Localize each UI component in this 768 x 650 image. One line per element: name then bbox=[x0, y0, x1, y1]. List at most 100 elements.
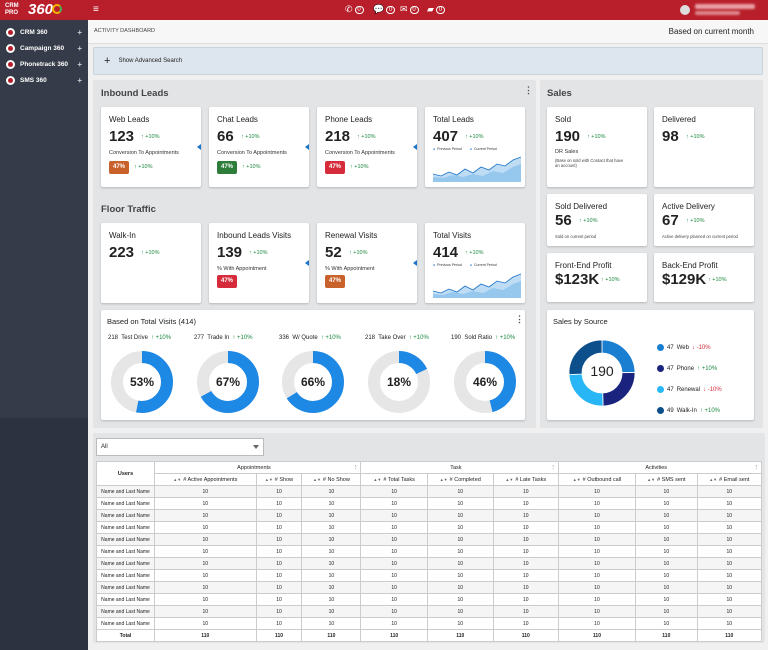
expand-plus-icon[interactable]: + bbox=[77, 43, 82, 53]
table-row[interactable]: Name and Last Name 10 10 10 10 10 10 10 10 10 bbox=[96, 533, 763, 546]
inbound-visits-card[interactable]: Inbound Leads Visits 139 ↑ +10% % With A… bbox=[209, 223, 309, 303]
renewal-visits-card[interactable]: Renewal Visits 52 ↑ +10% % With Appointm… bbox=[317, 223, 417, 303]
card-arrow-icon bbox=[305, 260, 309, 266]
filter-value: All bbox=[101, 444, 108, 450]
sales-by-source-title: Sales by Source bbox=[553, 317, 608, 326]
donut-fill bbox=[111, 351, 173, 413]
sidebar-item-crm360[interactable]: CRM 360 + bbox=[0, 24, 88, 40]
sidebar-item-campaign360[interactable]: Campaign 360 + bbox=[0, 40, 88, 56]
front-end-profit-card[interactable]: Front-End Profit $123K ↑ +10% bbox=[547, 253, 647, 302]
dr-sales-label: DR Sales bbox=[555, 149, 579, 155]
folder-notification[interactable]: ▰ 0 bbox=[427, 4, 445, 15]
column-header[interactable]: ▲▼ # Show bbox=[255, 473, 303, 486]
group-header-appointments: Appointments ⋮ bbox=[153, 461, 362, 474]
card-value: 67 bbox=[662, 212, 679, 229]
card-label: Back-End Profit bbox=[662, 261, 718, 270]
metric-cell: 10 bbox=[696, 581, 763, 594]
group-more-icon[interactable]: ⋮ bbox=[753, 464, 760, 471]
metric-cell: 10 bbox=[255, 557, 303, 570]
table-row[interactable]: Name and Last Name 10 10 10 10 10 10 10 10 10 bbox=[96, 617, 763, 630]
column-header[interactable]: ▲▼ # Email sent bbox=[696, 473, 763, 486]
column-header[interactable]: ▲▼ # Outbound call bbox=[557, 473, 637, 486]
column-header[interactable]: ▲▼ # Completed bbox=[426, 473, 494, 486]
visit-metric-label: 218 Take Over ↑ +10% bbox=[365, 335, 429, 341]
card-label: Phone Leads bbox=[325, 115, 373, 124]
table-row[interactable]: Name and Last Name 10 10 10 10 10 10 10 10 10 bbox=[96, 497, 763, 510]
metric-cell: 10 bbox=[154, 521, 257, 534]
metric-cell: 10 bbox=[154, 557, 257, 570]
mail-notification[interactable]: ✉ 0 bbox=[400, 4, 419, 15]
sidebar-item-sms360[interactable]: SMS 360 + bbox=[0, 72, 88, 88]
card-value: 407 bbox=[433, 128, 459, 145]
walk-in-card[interactable]: Walk-In 223 ↑ +10% bbox=[101, 223, 201, 303]
visit-donut bbox=[368, 351, 430, 413]
period-label: Based on current month bbox=[668, 27, 754, 36]
sort-icon: ▲▼ bbox=[647, 476, 656, 482]
expand-plus-icon[interactable]: + bbox=[77, 75, 82, 85]
metric-cell: 10 bbox=[696, 617, 763, 630]
group-more-icon[interactable]: ⋮ bbox=[352, 464, 359, 471]
web-leads-card[interactable]: Web Leads 123 ↑ +10% Conversion To Appoi… bbox=[101, 107, 201, 187]
metric-cell: 10 bbox=[426, 557, 494, 570]
visits-trend-chart bbox=[433, 273, 521, 298]
sidebar-item-phonetrack360[interactable]: Phonetrack 360 + bbox=[0, 56, 88, 72]
metric-cell: 10 bbox=[492, 509, 559, 522]
sold-card[interactable]: Sold 190 ↑ +10% DR Sales (Base on sold w… bbox=[547, 107, 647, 187]
brand-logo[interactable]: CRM PRO 360 bbox=[5, 1, 62, 19]
group-more-icon[interactable]: ⋮ bbox=[550, 464, 556, 471]
sold-delivered-card[interactable]: Sold Delivered 56 ↑ +10% Sold on current… bbox=[547, 194, 647, 246]
user-filter-select[interactable]: All bbox=[96, 438, 264, 456]
metric-cell: 10 bbox=[635, 545, 698, 558]
user-avatar[interactable] bbox=[680, 5, 690, 15]
total-cell: 110 bbox=[255, 629, 303, 642]
table-row[interactable]: Name and Last Name 10 10 10 10 10 10 10 10 10 bbox=[96, 509, 763, 522]
inbound-more-icon[interactable]: ⋮ bbox=[524, 85, 533, 95]
card-label: Renewal Visits bbox=[325, 231, 378, 240]
table-row[interactable]: Name and Last Name 10 10 10 10 10 10 10 10 10 bbox=[96, 521, 763, 534]
expand-plus-icon[interactable]: + bbox=[77, 27, 82, 37]
expand-plus-icon[interactable]: + bbox=[77, 59, 82, 69]
visits-more-icon[interactable]: ⋮ bbox=[515, 314, 524, 324]
metric-cell: 10 bbox=[492, 485, 559, 498]
card-value: 56 bbox=[555, 212, 572, 229]
total-leads-card[interactable]: Total Leads 407 ↑ +10% Previous Period Cu… bbox=[425, 107, 525, 187]
donut-fill bbox=[282, 351, 344, 413]
advanced-search-toggle[interactable]: + Show Advanced Search bbox=[93, 47, 763, 75]
table-row[interactable]: Name and Last Name 10 10 10 10 10 10 10 10 10 bbox=[96, 593, 763, 606]
metric-cell: 10 bbox=[557, 533, 637, 546]
card-label: Total Leads bbox=[433, 115, 474, 124]
column-header[interactable]: ▲▼ # SMS sent bbox=[635, 473, 698, 486]
delivered-card[interactable]: Delivered 98 ↑ +10% bbox=[654, 107, 754, 187]
metric-cell: 10 bbox=[255, 569, 303, 582]
column-header[interactable]: ▲▼ # Total Tasks bbox=[360, 473, 428, 486]
user-name-cell: Name and Last Name bbox=[96, 521, 155, 534]
donut-fill bbox=[454, 351, 516, 413]
column-header[interactable]: ▲▼ # Late Tasks bbox=[492, 473, 559, 486]
table-row[interactable]: Name and Last Name 10 10 10 10 10 10 10 10 10 bbox=[96, 569, 763, 582]
back-end-profit-card[interactable]: Back-End Profit $129K ↑ +10% bbox=[654, 253, 754, 302]
metric-cell: 10 bbox=[635, 617, 698, 630]
card-note: Active delivery planned on current perio… bbox=[662, 234, 738, 239]
table-row[interactable]: Name and Last Name 10 10 10 10 10 10 10 10 10 bbox=[96, 545, 763, 558]
metric-cell: 10 bbox=[301, 485, 362, 498]
table-row[interactable]: Name and Last Name 10 10 10 10 10 10 10 10 10 bbox=[96, 605, 763, 618]
column-header[interactable]: ▲▼ # No Show bbox=[301, 473, 362, 486]
user-name-blurred[interactable] bbox=[695, 4, 755, 9]
metric-cell: 10 bbox=[635, 557, 698, 570]
menu-toggle-icon[interactable]: ≡ bbox=[93, 4, 99, 15]
user-name-cell: Name and Last Name bbox=[96, 545, 155, 558]
legend-current: Current Period bbox=[470, 263, 497, 267]
column-header[interactable]: ▲▼ # Active Appointments bbox=[154, 473, 257, 486]
phone-leads-card[interactable]: Phone Leads 218 ↑ +10% Conversion To App… bbox=[317, 107, 417, 187]
total-cell: 110 bbox=[635, 629, 698, 642]
total-visits-card[interactable]: Total Visits 414 ↑ +10% Previous Period C… bbox=[425, 223, 525, 303]
table-row[interactable]: Name and Last Name 10 10 10 10 10 10 10 10 10 bbox=[96, 485, 763, 498]
phone-notification[interactable]: ✆ 0 bbox=[345, 4, 364, 15]
user-role-blurred bbox=[695, 11, 740, 15]
table-row[interactable]: Name and Last Name 10 10 10 10 10 10 10 10 10 bbox=[96, 581, 763, 594]
card-value: 66 bbox=[217, 128, 234, 145]
table-row[interactable]: Name and Last Name 10 10 10 10 10 10 10 10 10 bbox=[96, 557, 763, 570]
chat-notification[interactable]: 💬 0 bbox=[373, 4, 396, 15]
active-delivery-card[interactable]: Active Delivery 67 ↑ +10% Active deliver… bbox=[654, 194, 754, 246]
chat-leads-card[interactable]: Chat Leads 66 ↑ +10% Conversion To Appoi… bbox=[209, 107, 309, 187]
